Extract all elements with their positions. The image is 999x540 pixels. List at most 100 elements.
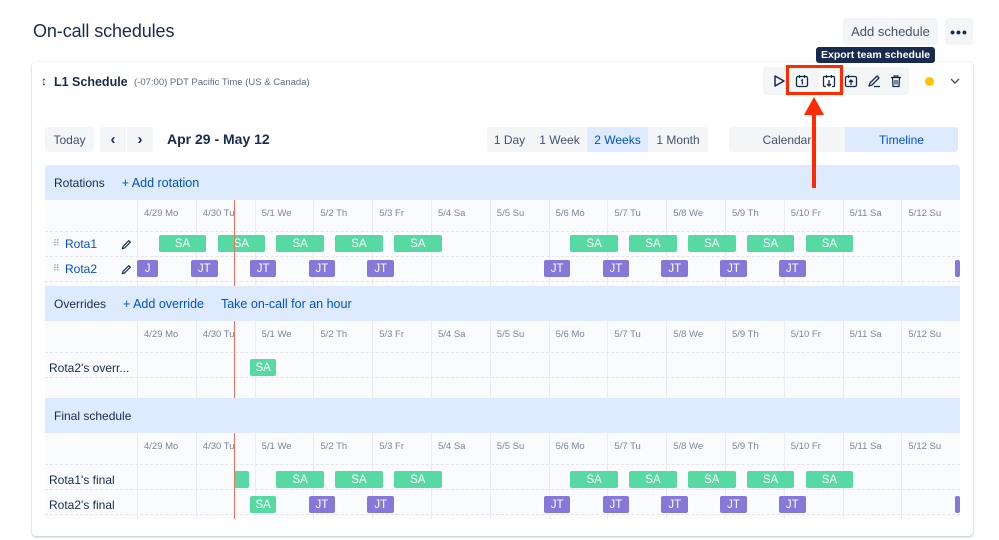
shift-chip[interactable]: JT xyxy=(720,260,747,277)
shift-chip[interactable]: SA xyxy=(249,359,277,376)
rotation-link[interactable]: Rota2 xyxy=(65,261,98,276)
shift-chip[interactable]: JT xyxy=(543,260,571,277)
day-header: 4/29 Mo xyxy=(144,329,179,340)
range-option-1-day[interactable]: 1 Day xyxy=(493,132,526,147)
column-divider xyxy=(431,321,432,398)
day-header: 4/29 Mo xyxy=(144,208,179,219)
day-header: 5/7 Tu xyxy=(614,329,641,340)
schedule-toolbar xyxy=(763,67,909,95)
shift-chip[interactable]: JT xyxy=(661,496,688,513)
shift-chip[interactable]: JT xyxy=(308,496,336,513)
day-header: 5/10 Fr xyxy=(790,441,821,452)
calendar-day-icon[interactable] xyxy=(794,73,810,89)
drag-handle-icon[interactable]: ⠿ xyxy=(53,237,60,248)
prev-button[interactable]: ‹ xyxy=(100,127,126,152)
shift-chip[interactable]: SA xyxy=(687,471,736,488)
column-divider xyxy=(195,433,197,519)
shift-chip[interactable]: JT xyxy=(367,496,394,513)
play-icon[interactable] xyxy=(771,73,787,89)
range-option-1-week[interactable]: 1 Week xyxy=(539,132,580,147)
view-option-timeline[interactable]: Timeline xyxy=(845,127,958,152)
range-option-1-month[interactable]: 1 Month xyxy=(656,132,700,147)
chevron-down-icon[interactable] xyxy=(949,75,961,87)
range-option-2-weeks[interactable]: 2 Weeks xyxy=(587,127,648,152)
shift-chip[interactable]: SA xyxy=(687,235,736,252)
shift-chip[interactable]: JT xyxy=(779,496,806,513)
shift-chip[interactable]: SA xyxy=(570,471,618,488)
shift-chip[interactable] xyxy=(955,260,961,277)
shift-chip[interactable]: SA xyxy=(629,471,677,488)
day-header: 5/1 We xyxy=(261,441,292,452)
day-header: 4/30 Tu xyxy=(202,329,235,340)
column-divider xyxy=(489,321,491,398)
shift-chip[interactable]: SA xyxy=(276,235,324,252)
shift-chip[interactable]: SA xyxy=(249,496,277,513)
shift-chip[interactable]: SA xyxy=(276,471,324,488)
shift-chip[interactable] xyxy=(955,496,961,513)
drag-handle-icon[interactable]: ↕ xyxy=(41,74,47,88)
edit-icon[interactable] xyxy=(866,73,882,89)
shift-chip[interactable]: SA xyxy=(805,471,854,488)
calendar-export-icon[interactable] xyxy=(819,71,839,91)
calendar-import-icon[interactable] xyxy=(843,73,859,89)
section-title-overrides: Overrides xyxy=(54,296,107,311)
column-divider xyxy=(137,433,138,519)
shift-chip[interactable]: JT xyxy=(720,496,747,513)
view-option-calendar[interactable]: Calendar xyxy=(762,132,812,147)
day-header: 5/4 Sa xyxy=(438,441,466,452)
today-button[interactable]: Today xyxy=(45,127,94,152)
shift-chip[interactable]: JT xyxy=(661,260,688,277)
day-header: 5/3 Fr xyxy=(379,208,404,219)
day-header: 5/8 We xyxy=(673,329,704,340)
shift-chip[interactable]: JT xyxy=(249,260,277,277)
shift-chip[interactable]: SA xyxy=(217,235,266,252)
shift-chip[interactable]: SA xyxy=(393,471,442,488)
rotation-link[interactable]: Rota1 xyxy=(65,236,98,251)
shift-chip[interactable]: J xyxy=(137,260,159,277)
shift-chip[interactable]: JT xyxy=(367,260,394,277)
shift-chip[interactable]: SA xyxy=(805,235,854,252)
column-divider xyxy=(489,200,491,286)
day-header: 5/9 Th xyxy=(732,441,759,452)
day-header: 5/2 Th xyxy=(320,441,348,452)
current-time-indicator xyxy=(234,200,236,286)
take-oncall-link[interactable]: Take on-call for an hour xyxy=(220,296,352,311)
column-divider xyxy=(842,321,844,398)
shift-chip[interactable]: SA xyxy=(570,235,618,252)
more-options-button[interactable]: ••• xyxy=(945,18,973,45)
overrides-section-header: Overrides + Add override Take on-call fo… xyxy=(45,286,960,321)
shift-chip[interactable]: SA xyxy=(393,235,442,252)
annotation-arrow-shaft xyxy=(812,113,816,188)
day-header: 5/1 We xyxy=(261,208,292,219)
section-title-final: Final schedule xyxy=(54,408,132,423)
shift-chip[interactable]: JT xyxy=(779,260,806,277)
row-label: Rota2's final xyxy=(49,497,115,512)
shift-chip[interactable]: SA xyxy=(335,235,383,252)
add-rotation-link[interactable]: + Add rotation xyxy=(121,175,200,190)
day-header: 5/5 Su xyxy=(496,208,525,219)
status-indicator xyxy=(925,77,934,86)
shift-chip[interactable]: SA xyxy=(158,235,207,252)
shift-chip[interactable]: SA xyxy=(746,471,795,488)
shift-chip[interactable]: JT xyxy=(191,260,218,277)
day-header: 5/5 Su xyxy=(496,329,525,340)
day-header: 5/8 We xyxy=(673,441,704,452)
edit-rotation-icon[interactable] xyxy=(121,239,132,250)
shift-chip[interactable] xyxy=(234,471,249,488)
shift-chip[interactable]: SA xyxy=(335,471,383,488)
shift-chip[interactable]: SA xyxy=(629,235,677,252)
day-header: 4/30 Tu xyxy=(202,441,235,452)
shift-chip[interactable]: JT xyxy=(308,260,336,277)
day-header: 5/1 We xyxy=(261,329,292,340)
shift-chip[interactable]: JT xyxy=(543,496,571,513)
add-override-link[interactable]: + Add override xyxy=(123,296,204,311)
trash-icon[interactable] xyxy=(888,73,904,89)
add-schedule-button[interactable]: Add schedule xyxy=(843,18,938,45)
edit-rotation-icon[interactable] xyxy=(121,264,132,275)
shift-chip[interactable]: JT xyxy=(602,496,630,513)
next-button[interactable]: › xyxy=(127,127,153,152)
shift-chip[interactable]: JT xyxy=(602,260,630,277)
drag-handle-icon[interactable]: ⠿ xyxy=(53,262,60,273)
column-divider xyxy=(372,321,374,398)
shift-chip[interactable]: SA xyxy=(746,235,795,252)
